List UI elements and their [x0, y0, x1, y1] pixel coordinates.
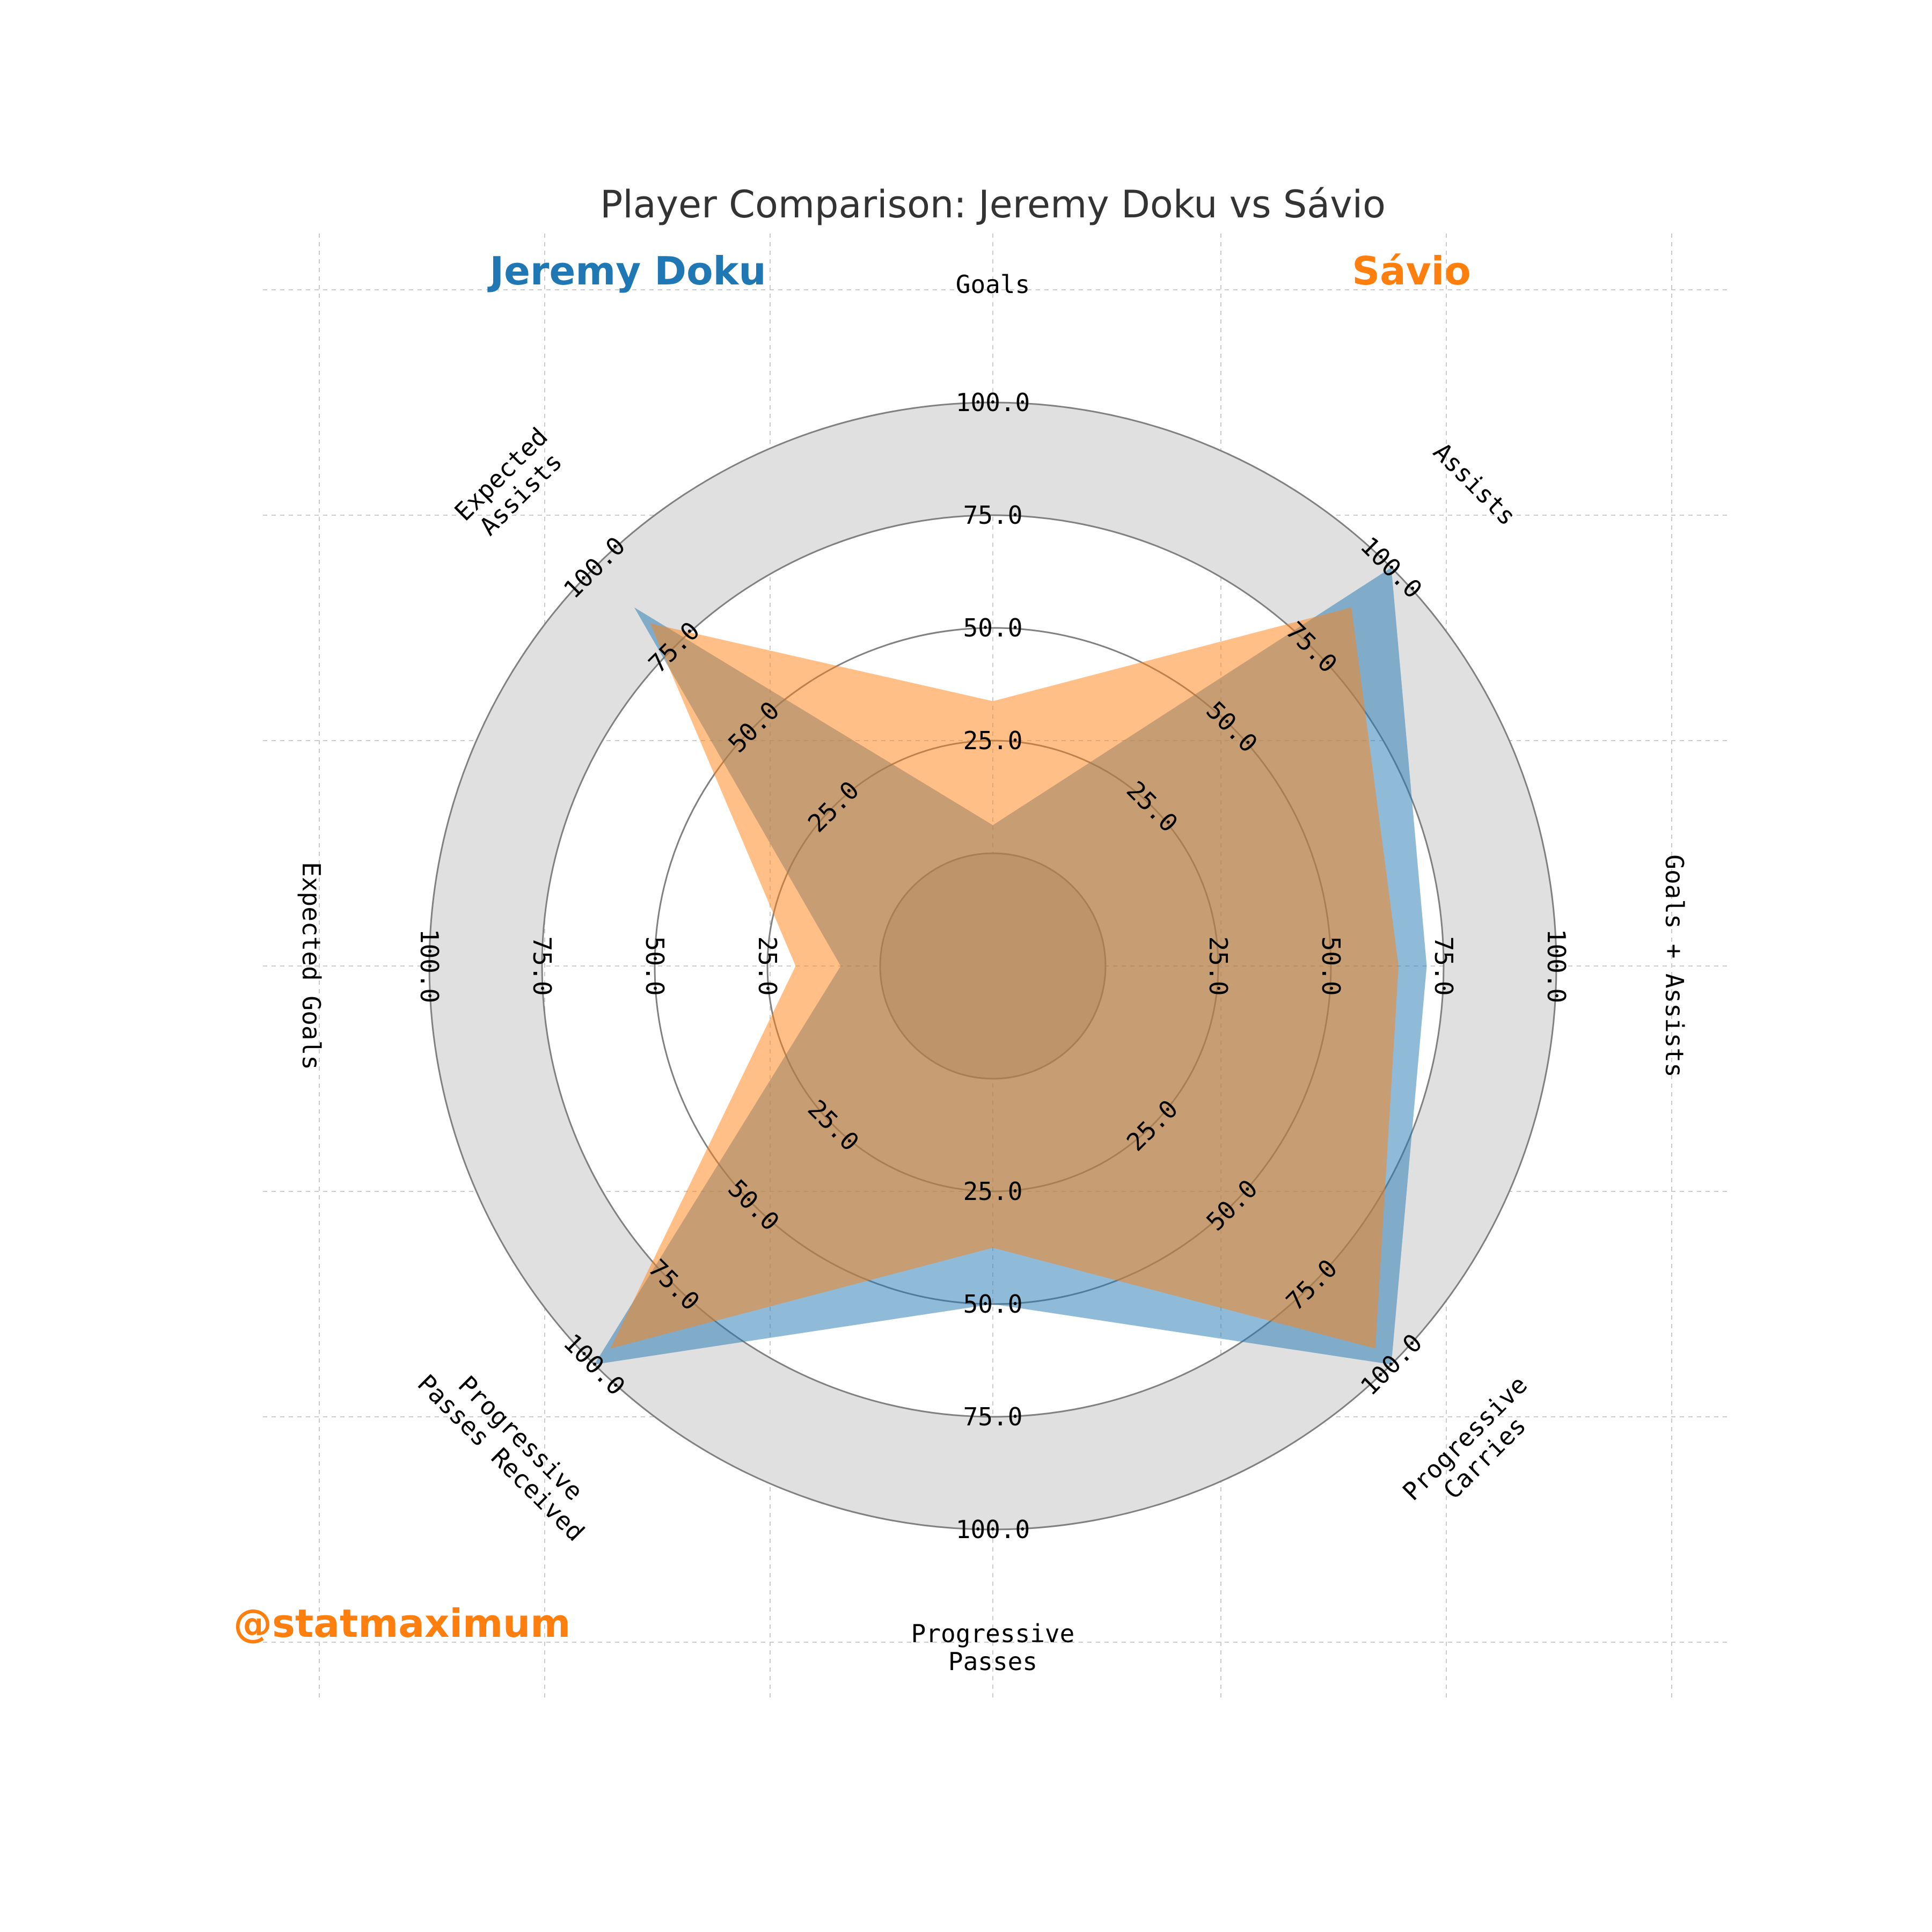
- tick-label: 50.0: [963, 1290, 1023, 1319]
- tick-label: 25.0: [963, 726, 1023, 755]
- tick-label: 25.0: [1204, 936, 1233, 996]
- watermark: @statmaximum: [233, 1601, 570, 1646]
- chart-title: Player Comparison: Jeremy Doku vs Sávio: [600, 182, 1386, 226]
- tick-label: 50.0: [640, 936, 669, 996]
- tick-label: 100.0: [956, 388, 1030, 417]
- player-name-savio: Sávio: [1352, 248, 1471, 294]
- tick-label: 75.0: [963, 501, 1023, 530]
- tick-label: 50.0: [1316, 936, 1345, 996]
- tick-label: 100.0: [1542, 929, 1571, 1003]
- tick-label: 75.0: [963, 1402, 1023, 1431]
- ring-circle: [428, 401, 1557, 1531]
- tick-label: 100.0: [956, 1515, 1030, 1544]
- tick-label: 75.0: [1429, 936, 1458, 996]
- tick-label: 25.0: [753, 936, 782, 996]
- tick-label: 75.0: [528, 936, 557, 996]
- axis-label: Progressive Passes: [911, 1619, 1075, 1676]
- axis-label: Expected Goals: [297, 862, 326, 1070]
- tick-label: 100.0: [415, 929, 444, 1003]
- radar-series: [594, 567, 1427, 1365]
- series-polygon-savio: [610, 607, 1399, 1349]
- ring-circle: [541, 514, 1445, 1418]
- player-name-jeremy-doku: Jeremy Doku: [487, 248, 766, 294]
- tick-label: 50.0: [963, 613, 1023, 642]
- axis-label: Assists: [1428, 437, 1521, 531]
- axis-label: ProgressiveCarries: [1397, 1370, 1553, 1526]
- tick-label: 25.0: [963, 1177, 1023, 1206]
- axis-label: Goals: [956, 270, 1030, 299]
- axis-label: ExpectedAssists: [449, 422, 573, 546]
- axis-label: ProgressivePasses Received: [412, 1349, 610, 1547]
- axis-label: Goals + Assists: [1660, 854, 1689, 1077]
